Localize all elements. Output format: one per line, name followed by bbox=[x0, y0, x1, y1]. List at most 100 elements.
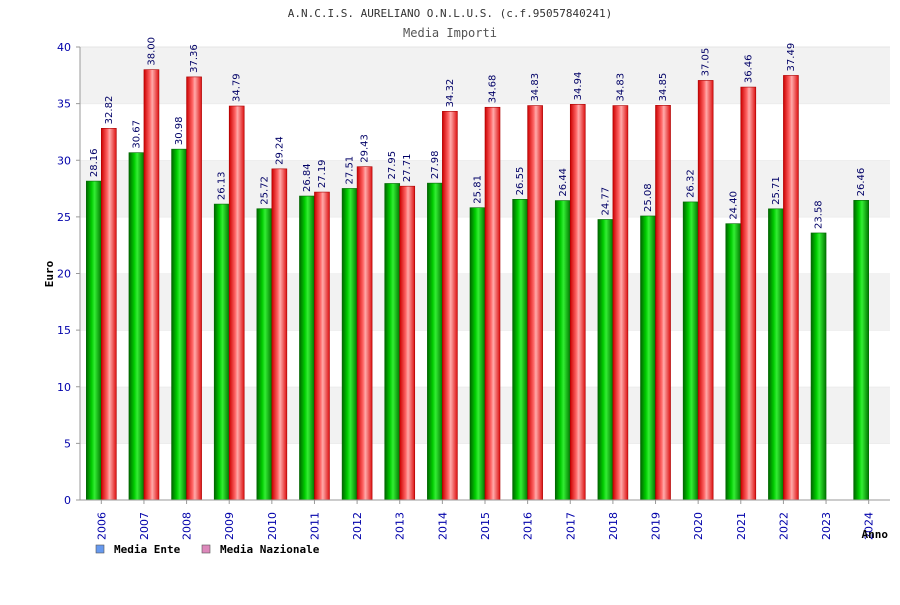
legend-swatch bbox=[95, 544, 105, 554]
x-tick-label: 2008 bbox=[181, 512, 194, 540]
bar-media-nazionale bbox=[740, 86, 757, 501]
bar-media-nazionale bbox=[569, 104, 586, 501]
bar-media-ente bbox=[341, 188, 358, 501]
bar-media-ente bbox=[256, 208, 273, 501]
bar-media-ente bbox=[725, 223, 742, 501]
data-label: 26.55 bbox=[515, 167, 526, 196]
data-label: 30.67 bbox=[131, 120, 142, 149]
data-label: 26.84 bbox=[302, 163, 313, 192]
data-label: 26.44 bbox=[558, 168, 569, 197]
bar-media-nazionale bbox=[356, 166, 373, 501]
bar-media-ente bbox=[469, 207, 486, 501]
data-label: 25.81 bbox=[473, 175, 484, 204]
data-label: 25.72 bbox=[259, 176, 270, 205]
y-tick-label: 20 bbox=[57, 268, 71, 281]
bar-media-nazionale bbox=[484, 106, 501, 501]
data-label: 27.95 bbox=[387, 151, 398, 180]
data-label: 32.82 bbox=[104, 96, 115, 125]
bar-media-nazionale bbox=[783, 75, 799, 501]
bar-media-nazionale bbox=[101, 128, 117, 501]
bar-media-ente bbox=[768, 208, 784, 501]
x-tick-label: 2011 bbox=[308, 512, 321, 540]
data-label: 27.19 bbox=[317, 159, 328, 188]
bar-media-nazionale bbox=[442, 111, 458, 501]
legend-label: Media Ente bbox=[114, 543, 181, 556]
y-tick-label: 40 bbox=[57, 41, 71, 54]
y-axis-label: Euro bbox=[43, 260, 56, 287]
data-label: 34.83 bbox=[615, 73, 626, 102]
bar-media-ente bbox=[128, 152, 145, 501]
data-label: 25.71 bbox=[771, 176, 782, 205]
chart-title: A.N.C.I.S. AURELIANO O.N.L.U.S. (c.f.950… bbox=[288, 7, 613, 20]
x-tick-label: 2022 bbox=[777, 512, 790, 540]
x-tick-label: 2023 bbox=[820, 512, 833, 540]
data-label: 27.51 bbox=[345, 156, 356, 185]
y-tick-label: 35 bbox=[57, 98, 71, 111]
data-label: 29.43 bbox=[360, 134, 371, 163]
x-tick-label: 2018 bbox=[607, 512, 620, 540]
chart-subtitle: Media Importi bbox=[403, 26, 497, 40]
bar-media-ente bbox=[682, 201, 699, 501]
data-label: 36.46 bbox=[743, 54, 754, 83]
bar-media-ente bbox=[86, 180, 102, 501]
data-label: 26.13 bbox=[217, 171, 228, 200]
x-axis-label: Anno bbox=[862, 528, 889, 541]
y-tick-label: 5 bbox=[64, 437, 71, 450]
bar-media-ente bbox=[427, 182, 443, 501]
x-tick-label: 2016 bbox=[522, 512, 535, 540]
data-labels: 28.16 32.82 30.67 38.00 30.98 37.36 26.13 34.79… bbox=[89, 37, 867, 229]
data-label: 23.58 bbox=[814, 200, 825, 229]
y-tick-label: 25 bbox=[57, 211, 71, 224]
y-tick-label: 15 bbox=[57, 324, 71, 337]
bar-media-ente bbox=[810, 232, 827, 501]
bar-media-nazionale bbox=[314, 191, 330, 501]
bar-media-ente bbox=[213, 203, 230, 501]
y-tick-label: 10 bbox=[57, 381, 71, 394]
x-tick-label: 2006 bbox=[95, 512, 108, 540]
bar-media-ente bbox=[299, 195, 315, 501]
bar-media-ente bbox=[384, 183, 401, 501]
x-tick-label: 2021 bbox=[735, 512, 748, 540]
bar-media-nazionale bbox=[399, 185, 416, 501]
bar-media-nazionale bbox=[612, 105, 629, 501]
x-tick-label: 2014 bbox=[436, 512, 449, 540]
data-label: 24.77 bbox=[600, 187, 611, 216]
data-label: 34.32 bbox=[445, 79, 456, 108]
data-label: 34.83 bbox=[530, 73, 541, 102]
bar-media-ente bbox=[640, 215, 656, 501]
data-label: 30.98 bbox=[174, 117, 185, 146]
x-tick-label: 2012 bbox=[351, 512, 364, 540]
y-tick-label: 0 bbox=[64, 494, 71, 507]
legend-swatch bbox=[201, 544, 211, 554]
bar-media-ente bbox=[554, 200, 571, 501]
x-tick-label: 2015 bbox=[479, 512, 492, 540]
data-label: 34.79 bbox=[232, 73, 243, 102]
bar-media-ente bbox=[171, 148, 187, 501]
data-label: 26.32 bbox=[686, 169, 697, 198]
data-label: 34.68 bbox=[488, 75, 499, 104]
data-label: 27.98 bbox=[430, 150, 441, 179]
x-tick-label: 2010 bbox=[266, 512, 279, 540]
data-label: 37.36 bbox=[189, 44, 200, 73]
x-tick-label: 2024 bbox=[863, 512, 876, 540]
legend-label: Media Nazionale bbox=[220, 543, 320, 556]
bar-media-nazionale bbox=[271, 168, 288, 501]
bar-media-nazionale bbox=[527, 105, 543, 501]
x-tick-label: 2020 bbox=[692, 512, 705, 540]
data-label: 27.71 bbox=[402, 154, 413, 183]
data-label: 24.40 bbox=[728, 191, 739, 220]
x-tick-label: 2019 bbox=[650, 512, 663, 540]
y-axis: 0 5 10 15 20 25 30 35 40 bbox=[57, 41, 81, 507]
bar-media-ente bbox=[512, 199, 528, 501]
bar-media-ente bbox=[597, 219, 614, 501]
data-label: 34.85 bbox=[658, 73, 669, 102]
bar-media-nazionale bbox=[697, 80, 714, 501]
data-label: 25.08 bbox=[643, 183, 654, 212]
legend: Media Ente Media Nazionale bbox=[95, 543, 320, 556]
x-tick-label: 2017 bbox=[564, 512, 577, 540]
x-axis: 2006 2007 2008 2009 2010 2011 2012 2013 2014 2015… bbox=[80, 499, 890, 540]
data-label: 26.46 bbox=[856, 168, 867, 197]
data-label: 37.05 bbox=[701, 48, 712, 77]
bar-media-nazionale bbox=[655, 105, 671, 501]
